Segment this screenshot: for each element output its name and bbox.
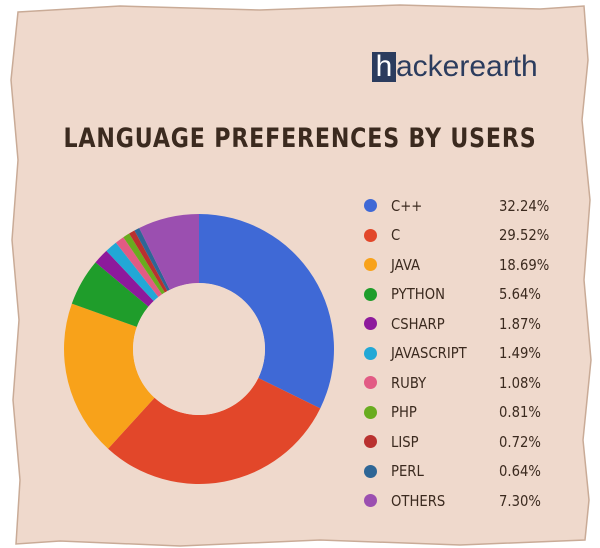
legend-swatch xyxy=(364,258,377,272)
legend-value: 0.64% xyxy=(499,462,541,481)
legend-item: LISP 0.72% xyxy=(364,427,564,457)
donut-slice-javascript xyxy=(106,242,159,302)
legend-label: OTHERS xyxy=(391,491,446,510)
legend-label: JAVA xyxy=(391,255,421,274)
legend-value: 1.49% xyxy=(499,344,541,363)
donut-slice-c xyxy=(108,377,321,484)
legend-item: JAVASCRIPT 1.49% xyxy=(364,339,564,369)
legend-label: LISP xyxy=(391,432,419,451)
legend-label: JAVASCRIPT xyxy=(391,344,467,363)
legend-item: JAVA 18.69% xyxy=(364,250,564,280)
legend-swatch xyxy=(364,287,377,301)
legend-swatch xyxy=(364,228,377,242)
legend-label: CSHARP xyxy=(391,314,445,333)
legend-value: 0.81% xyxy=(499,403,541,422)
legend-item: C 29.52% xyxy=(364,221,564,251)
legend-item: OTHERS 7.30% xyxy=(364,486,564,516)
legend-value: 5.64% xyxy=(499,285,541,304)
legend-swatch xyxy=(364,317,377,331)
legend-item: PHP 0.81% xyxy=(364,398,564,428)
legend-label: PERL xyxy=(391,462,424,481)
legend-item: RUBY 1.08% xyxy=(364,368,564,398)
donut-slice-c- xyxy=(199,214,334,409)
legend-value: 18.69% xyxy=(499,255,550,274)
chart-title: LANGUAGE PREFERENCES BY USERS xyxy=(63,123,537,154)
legend-label: RUBY xyxy=(391,373,427,392)
donut-slice-perl xyxy=(134,227,170,292)
legend-swatch xyxy=(364,435,377,449)
legend-label: C xyxy=(391,226,401,245)
donut-slice-lisp xyxy=(129,230,168,293)
donut-slice-python xyxy=(71,262,149,327)
legend-swatch xyxy=(364,199,377,213)
donut-slice-java xyxy=(63,303,155,449)
donut-slice-ruby xyxy=(115,237,163,297)
legend-value: 1.08% xyxy=(499,373,541,392)
legend-swatch xyxy=(364,494,377,508)
legend-item: PYTHON 5.64% xyxy=(364,280,564,310)
legend-swatch xyxy=(364,464,377,478)
donut-slice-php xyxy=(123,233,165,295)
donut-slice-others xyxy=(139,214,199,290)
donut-hole xyxy=(133,283,265,415)
legend-item: PERL 0.64% xyxy=(364,457,564,487)
legend-item: C++ 32.24% xyxy=(364,191,564,221)
legend-value: 7.30% xyxy=(499,491,541,510)
legend-swatch xyxy=(364,376,377,390)
legend-value: 0.72% xyxy=(499,432,541,451)
donut-slice-csharp xyxy=(95,250,154,307)
legend-label: C++ xyxy=(391,196,423,215)
legend-item: CSHARP 1.87% xyxy=(364,309,564,339)
legend-label: PHP xyxy=(391,403,417,422)
chart-legend: C++ 32.24% C 29.52% JAVA 18.69% PYTHON 5.64% CSH… xyxy=(364,191,564,516)
legend-value: 1.87% xyxy=(499,314,541,333)
legend-value: 29.52% xyxy=(499,226,550,245)
legend-swatch xyxy=(364,346,377,360)
legend-swatch xyxy=(364,405,377,419)
logo-text: ackerearth xyxy=(396,50,538,83)
legend-label: PYTHON xyxy=(391,285,445,304)
logo-letter-box: h xyxy=(372,52,396,82)
legend-value: 32.24% xyxy=(499,196,550,215)
hackerearth-logo: h ackerearth xyxy=(372,48,538,86)
